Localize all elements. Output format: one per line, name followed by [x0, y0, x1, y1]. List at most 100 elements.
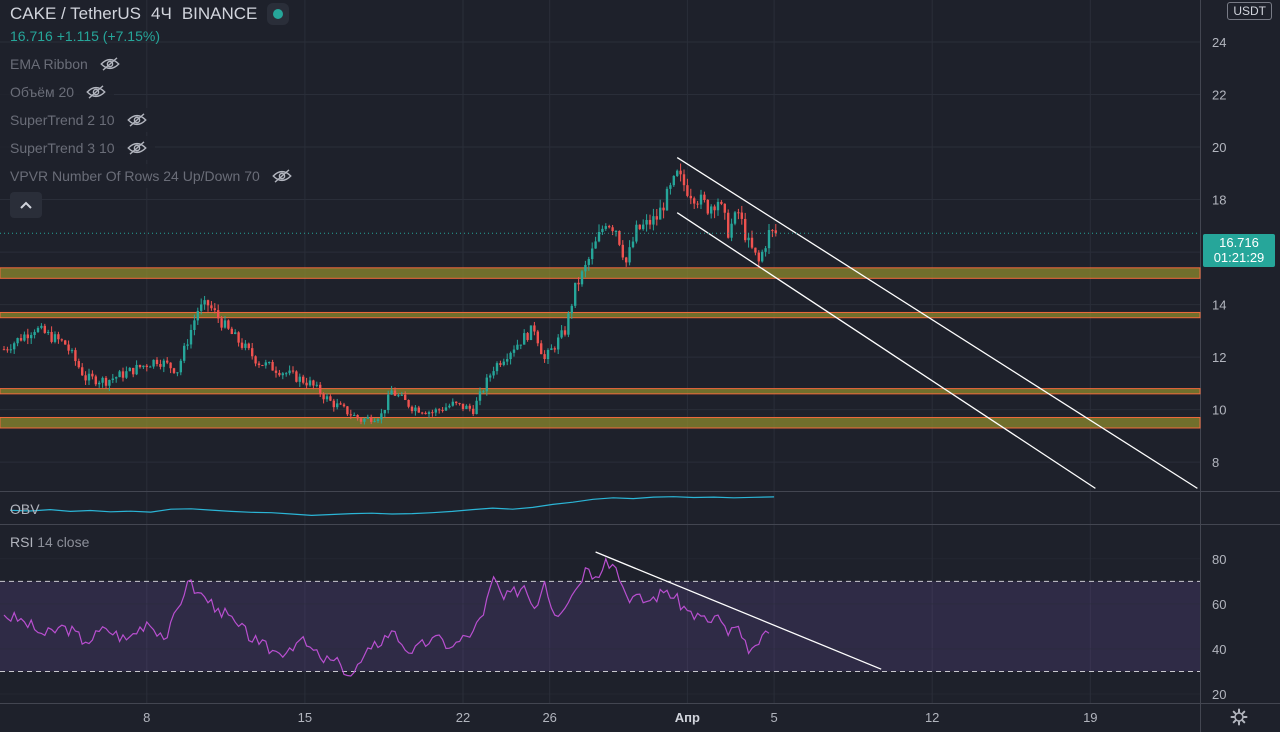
rsi-y-tick-label: 60: [1212, 597, 1226, 612]
candle-body: [84, 375, 87, 381]
candle-body: [104, 377, 108, 386]
candle-body: [155, 359, 159, 364]
candle-body: [611, 227, 614, 232]
candle-body: [30, 335, 33, 339]
candle-body: [9, 349, 12, 351]
candle-body: [686, 185, 689, 196]
candle-body: [257, 363, 261, 366]
candle-body: [376, 419, 380, 422]
y-tick-label: 14: [1212, 298, 1226, 313]
candle-body: [546, 349, 550, 360]
candle-body: [689, 195, 692, 199]
candle-body: [584, 264, 587, 272]
y-tick-label: 18: [1212, 193, 1226, 208]
candle-body: [706, 199, 709, 214]
candle-body: [410, 406, 414, 412]
candle-body: [217, 310, 220, 319]
candle-body: [261, 365, 264, 367]
candle-body: [172, 368, 176, 373]
candle-body: [152, 359, 155, 367]
candle-body: [115, 377, 118, 379]
candle-body: [540, 343, 543, 355]
indicator-row[interactable]: SuperTrend 3 10: [0, 136, 155, 160]
candle-body: [397, 395, 400, 397]
eye-hidden-icon[interactable]: [126, 141, 147, 155]
candle-body: [142, 365, 145, 368]
symbol-name[interactable]: CAKE / TetherUS: [10, 4, 142, 23]
candle-body: [380, 413, 383, 420]
eye-hidden-icon[interactable]: [272, 169, 292, 183]
y-tick-label: 10: [1212, 403, 1226, 418]
candle-body: [166, 360, 169, 363]
candle-body: [383, 409, 386, 414]
candle-body: [472, 408, 475, 415]
candle-body: [608, 226, 611, 228]
settings-gear-icon[interactable]: [1230, 708, 1248, 726]
indicator-row[interactable]: VPVR Number Of Rows 24 Up/Down 70: [0, 164, 300, 188]
support-resistance-zone: [0, 416, 1201, 429]
candle-body: [676, 170, 679, 176]
candle-body: [342, 404, 346, 407]
candle-body: [53, 334, 57, 342]
trend-channel-line[interactable]: [676, 156, 1198, 489]
obv-pane-label[interactable]: OBV: [10, 501, 40, 517]
candle-body: [319, 384, 322, 395]
candle-body: [213, 308, 216, 311]
candle-body: [308, 380, 312, 386]
candle-body: [560, 330, 563, 338]
candle-body: [23, 334, 26, 341]
candle-body: [720, 201, 723, 204]
candle-body: [98, 382, 101, 385]
candle-body: [43, 325, 46, 333]
candle-body: [754, 247, 757, 253]
indicator-row[interactable]: EMA Ribbon: [0, 52, 128, 76]
candle-body: [186, 344, 189, 346]
candle-body: [393, 390, 397, 396]
candle-body: [550, 348, 553, 350]
candle-body: [451, 401, 454, 406]
x-tick-label: 8: [143, 710, 150, 725]
support-resistance-zone: [0, 267, 1201, 279]
candle-body: [169, 362, 172, 369]
last-price-tag: 16.716 01:21:29: [1203, 234, 1275, 267]
candle-body: [240, 342, 244, 348]
symbol-title[interactable]: CAKE / TetherUS 4Ч BINANCE: [10, 3, 290, 25]
indicator-row[interactable]: Объём 20: [0, 80, 115, 104]
candle-body: [390, 390, 393, 395]
candle-body: [591, 248, 594, 260]
rsi-pane-label[interactable]: RSI 14 close: [10, 534, 89, 550]
candle-body: [234, 332, 237, 335]
eye-hidden-icon[interactable]: [100, 57, 120, 71]
candle-body: [642, 224, 645, 230]
y-tick-label: 12: [1212, 350, 1226, 365]
market-open-icon[interactable]: [267, 3, 290, 25]
trend-channel-line[interactable]: [676, 212, 1096, 489]
eye-hidden-icon[interactable]: [126, 113, 147, 127]
candle-body: [111, 378, 114, 381]
rsi-line: [3, 556, 770, 677]
candle-body: [149, 366, 152, 368]
rsi-trend-line[interactable]: [595, 551, 882, 670]
candle-body: [183, 345, 186, 361]
chart-legend: CAKE / TetherUS 4Ч BINANCE 16.716 +1.115…: [10, 3, 290, 46]
candle-body: [703, 194, 706, 200]
candle-body: [414, 407, 417, 412]
indicator-row[interactable]: SuperTrend 2 10: [0, 108, 155, 132]
candle-body: [774, 230, 777, 234]
candle-body: [210, 305, 213, 309]
x-tick-label: 12: [925, 710, 939, 725]
rsi-y-tick-label: 80: [1212, 552, 1226, 567]
candle-body: [407, 399, 410, 407]
candle-body: [135, 364, 138, 375]
candle-body: [747, 237, 750, 241]
candle-body: [70, 350, 74, 352]
candle-body: [655, 216, 658, 220]
eye-hidden-icon[interactable]: [86, 85, 106, 99]
interval-label[interactable]: 4Ч: [151, 4, 172, 23]
collapse-legend-button[interactable]: [10, 192, 42, 218]
candle-body: [485, 377, 488, 392]
currency-selector[interactable]: USDT: [1227, 2, 1272, 20]
